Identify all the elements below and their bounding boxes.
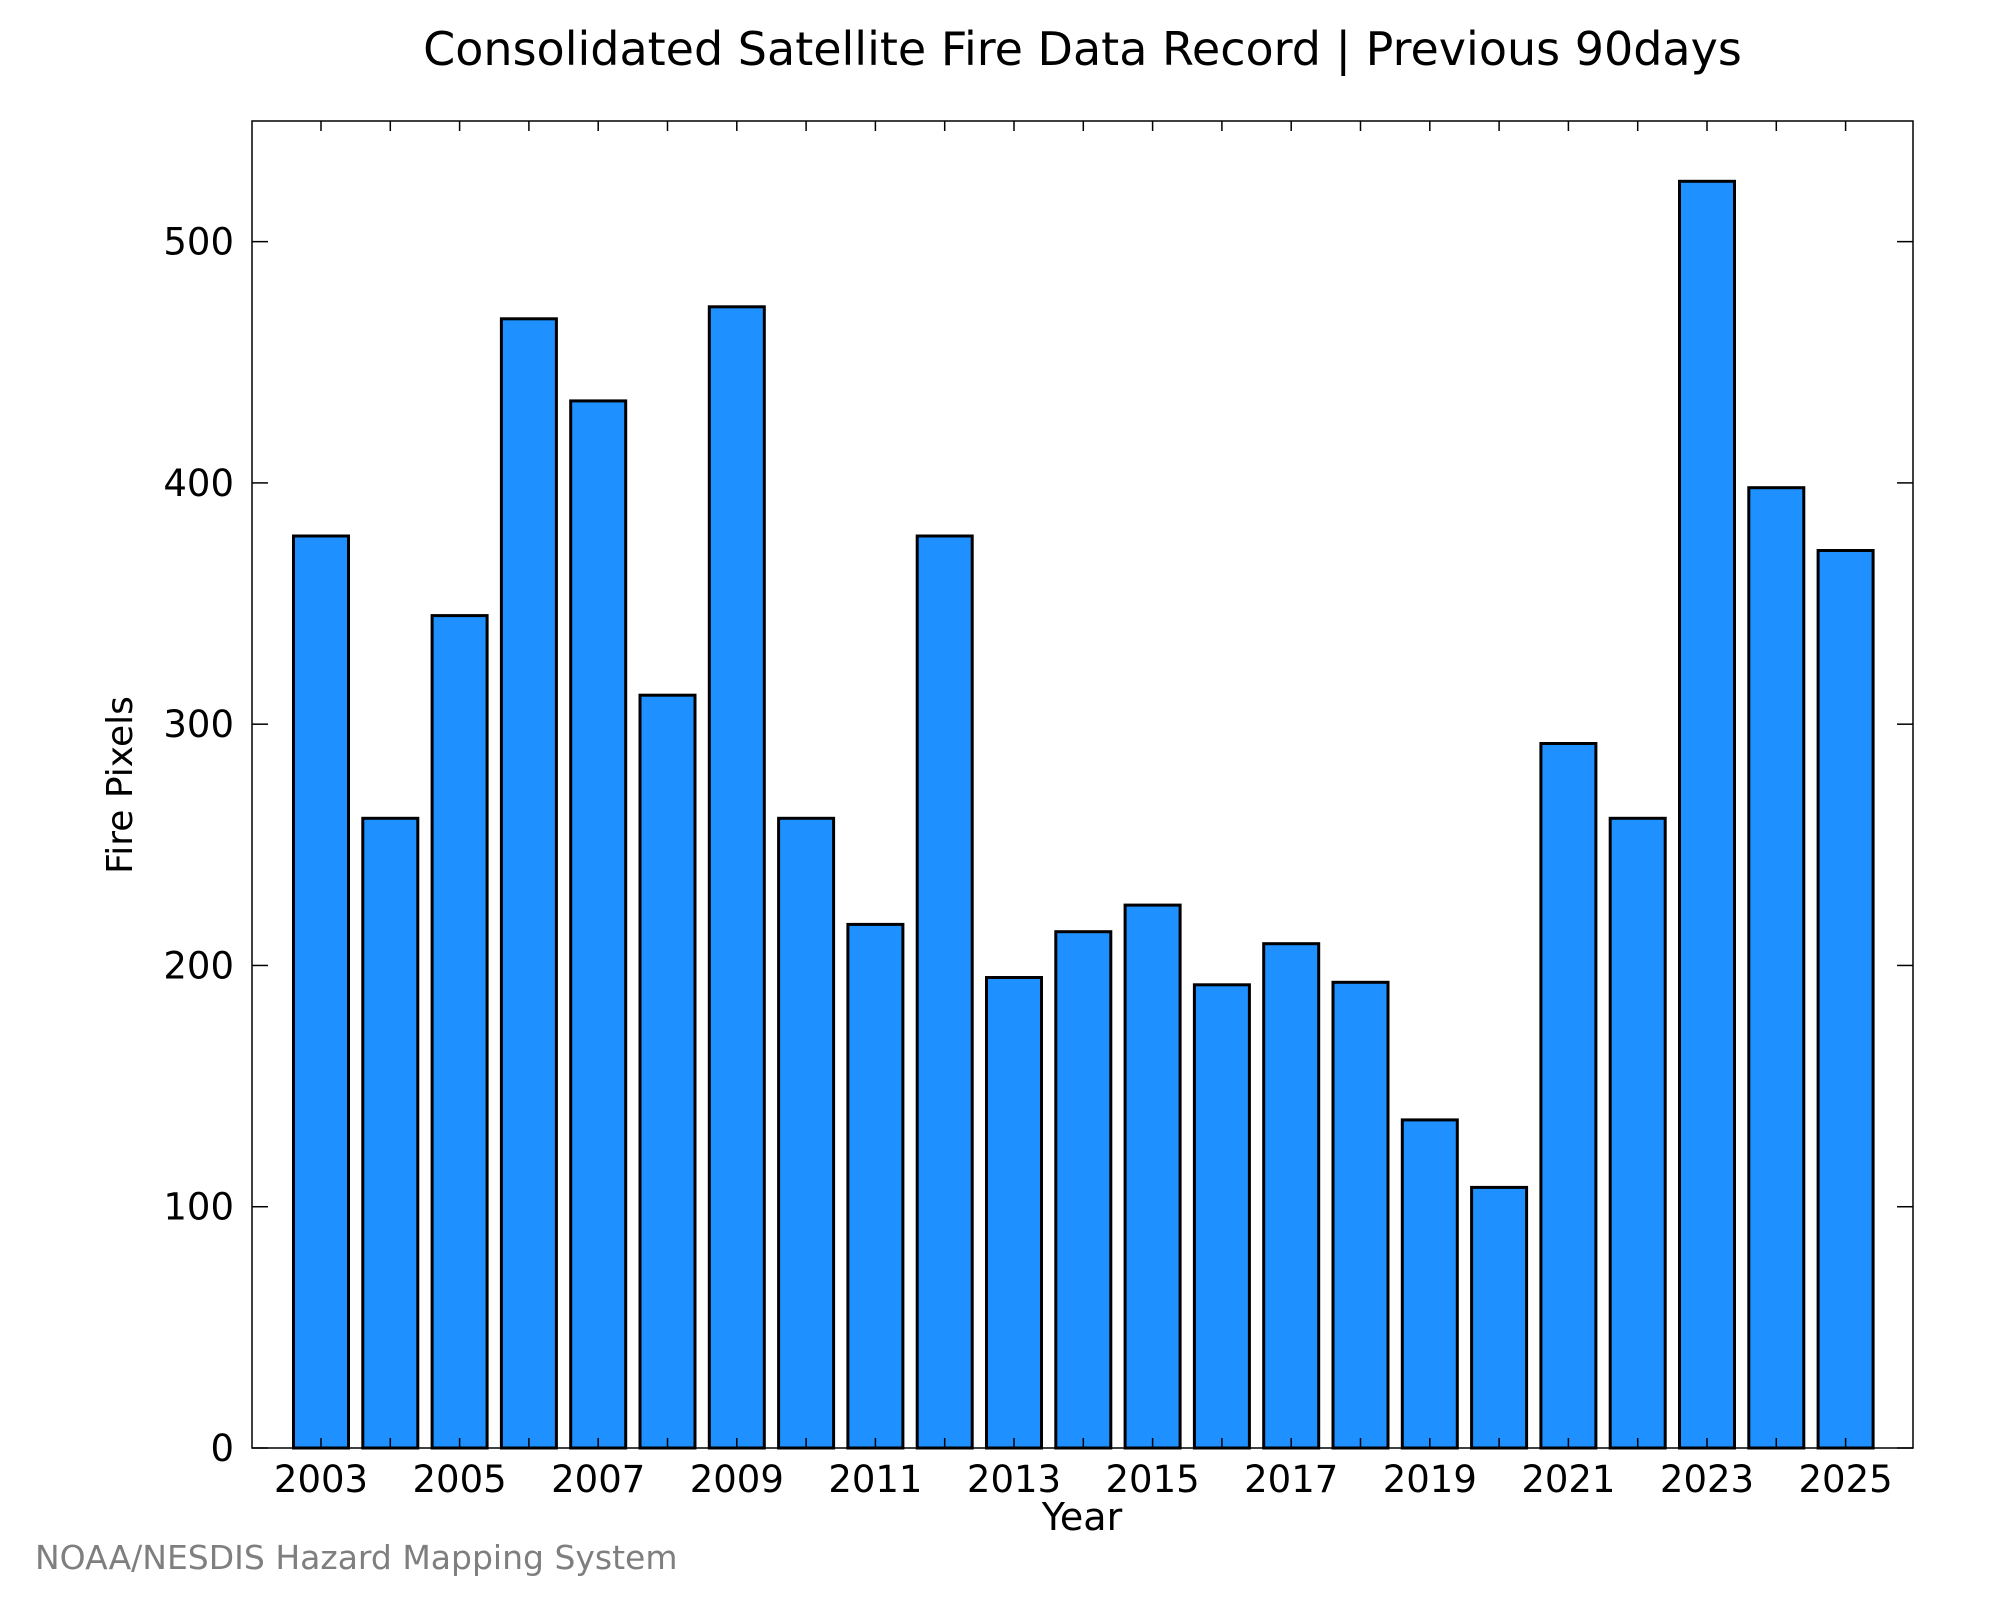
x-tick-label: 2025	[1799, 1458, 1893, 1501]
bar-2019	[1400, 1118, 1459, 1450]
bar-2024	[1747, 486, 1806, 1450]
x-tick-label: 2019	[1383, 1458, 1477, 1501]
x-tick-label: 2003	[274, 1458, 368, 1501]
plot-frame	[251, 120, 1914, 1449]
x-tick-label: 2009	[690, 1458, 784, 1501]
bar-2007	[569, 399, 628, 1450]
bar-2006	[499, 317, 558, 1450]
x-tick-labels: 2003 2005 2007 2009 2011 2013 2015 2017 2019 2021…	[274, 1458, 1893, 1501]
bar-2009	[707, 305, 766, 1450]
bar-2004	[361, 816, 420, 1450]
bar-2023	[1678, 179, 1736, 1450]
y-tick-label: 500	[163, 221, 234, 264]
source-credit: NOAA/NESDIS Hazard Mapping System	[35, 1538, 678, 1577]
x-tick-label: 2005	[413, 1458, 507, 1501]
x-tick-label: 2021	[1521, 1458, 1615, 1501]
bars-group	[292, 179, 1875, 1450]
bar-2021	[1539, 742, 1598, 1450]
x-tick-label: 2023	[1660, 1458, 1754, 1501]
x-tick-label: 2017	[1244, 1458, 1338, 1501]
bar-2005	[430, 614, 489, 1450]
bar-2014	[1054, 930, 1113, 1450]
bar-2013	[985, 976, 1043, 1450]
bar-2020	[1470, 1185, 1529, 1450]
x-tick-label: 2015	[1106, 1458, 1200, 1501]
bar-2011	[846, 922, 905, 1450]
x-tick-label: 2011	[828, 1458, 922, 1501]
ticks-group	[252, 121, 1913, 1449]
bar-2016	[1192, 983, 1251, 1450]
bar-2003	[292, 534, 350, 1450]
bar-2015	[1123, 903, 1182, 1450]
bar-2012	[915, 534, 974, 1450]
bar-2010	[777, 816, 836, 1450]
bar-2025	[1816, 549, 1875, 1450]
bar-2018	[1331, 980, 1390, 1450]
y-tick-label: 200	[163, 944, 234, 987]
y-tick-label: 100	[163, 1186, 234, 1229]
y-tick-label: 300	[163, 703, 234, 746]
x-axis-label: Year	[1041, 1495, 1123, 1539]
chart-title: Consolidated Satellite Fire Data Record …	[423, 22, 1742, 76]
y-tick-label: 400	[163, 462, 234, 505]
x-tick-label: 2007	[551, 1458, 645, 1501]
x-tick-label: 2013	[967, 1458, 1061, 1501]
y-tick-labels: 0 100 200 300 400 500	[163, 221, 234, 1470]
y-axis-label: Fire Pixels	[100, 696, 141, 874]
bar-2022	[1608, 816, 1667, 1450]
y-tick-label: 0	[210, 1427, 234, 1470]
bar-2008	[638, 693, 697, 1450]
bar-2017	[1262, 942, 1321, 1450]
